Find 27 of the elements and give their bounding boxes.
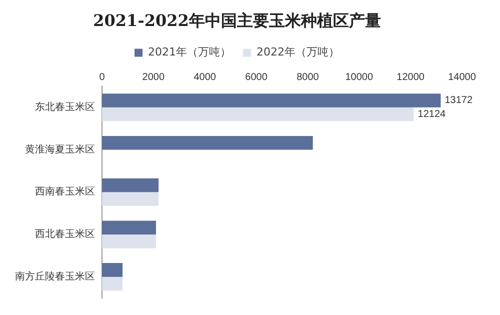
bar (102, 136, 313, 150)
x-tick-label: 10000 (345, 72, 374, 83)
x-tick-label: 6000 (245, 72, 268, 83)
x-tick-label: 0 (99, 72, 106, 83)
bar (102, 220, 156, 234)
y-tick-label: 黄淮海夏玉米区 (25, 143, 95, 156)
bar (102, 178, 159, 192)
bar (102, 192, 159, 206)
y-tick-label: 南方丘陵春玉米区 (15, 270, 95, 282)
chart-title: 2021-2022年中国主要玉米种植区产量 (93, 10, 381, 30)
bar (102, 263, 123, 277)
y-tick-label: 西北春玉米区 (35, 228, 95, 240)
bar (102, 276, 123, 291)
bar (102, 107, 414, 122)
data-label: 12124 (418, 109, 446, 120)
y-tick-label: 西南春玉米区 (35, 186, 95, 198)
y-tick-label: 东北春玉米区 (35, 100, 95, 113)
bar (102, 94, 441, 108)
bar (102, 234, 156, 248)
x-tick-label: 4000 (194, 72, 216, 83)
x-tick-label: 2000 (142, 72, 165, 83)
data-label: 13172 (444, 95, 473, 106)
x-tick-label: 14000 (448, 72, 476, 83)
x-tick-label: 8000 (296, 72, 320, 83)
legend-label: 2022年（万吨） (256, 46, 340, 59)
x-tick-label: 12000 (396, 72, 425, 83)
legend-label: 2021年（万吨） (148, 46, 232, 59)
